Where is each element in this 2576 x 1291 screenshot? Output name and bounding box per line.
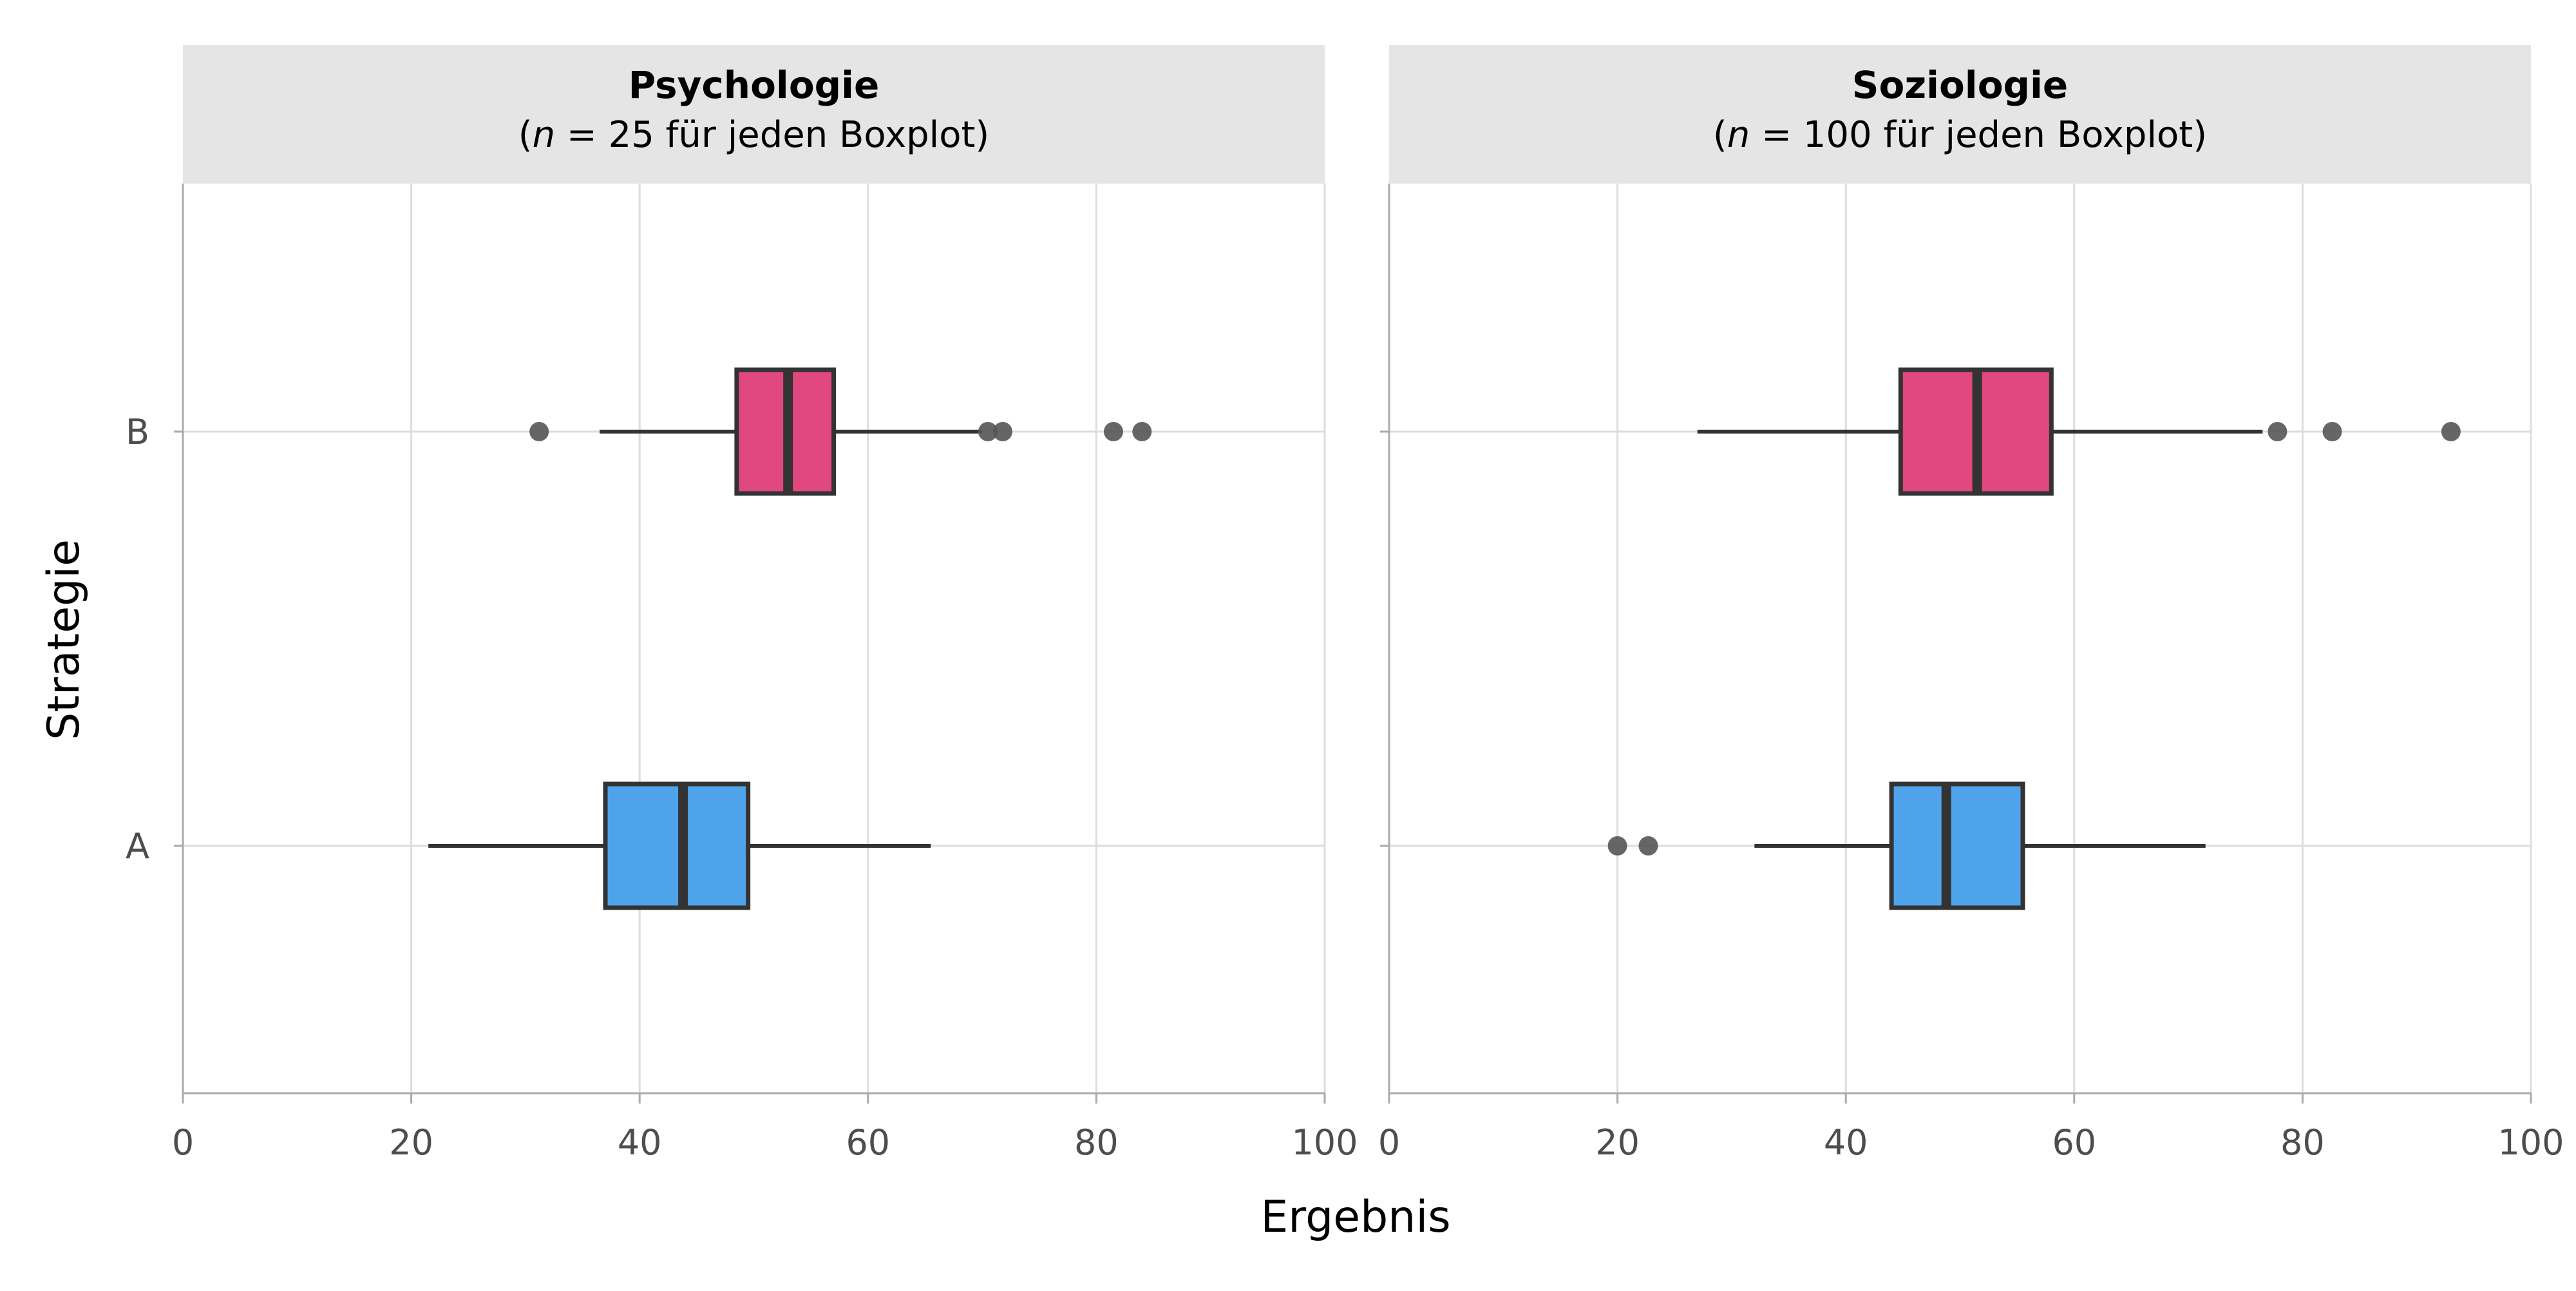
box — [1889, 781, 2025, 910]
outlier-point — [529, 422, 549, 441]
facet-subtitle-part: = 25 für jeden Boxplot) — [555, 114, 989, 156]
facet-subtitle: (n = 100 für jeden Boxplot) — [1713, 114, 2207, 156]
y-tick-label: B — [126, 412, 149, 452]
facet-strip — [1389, 45, 2531, 184]
outlier-point — [978, 422, 998, 441]
facet-subtitle-part: n — [533, 114, 556, 156]
x-tick-label: 100 — [1291, 1122, 1358, 1163]
y-axis-title: Strategie — [39, 539, 90, 740]
y-tick-label: A — [126, 826, 149, 866]
outlier-point — [1638, 836, 1658, 856]
facet-subtitle-part: = 100 für jeden Boxplot) — [1750, 114, 2207, 156]
facet-subtitle-part: ( — [518, 114, 533, 156]
facet-panel-1: Psychologie (n = 25 für jeden Boxplot) 0 20… — [126, 45, 1358, 1163]
boxplot-A — [1607, 781, 2206, 910]
boxplot-A — [428, 781, 931, 910]
x-axis-title: Ergebnis — [1260, 1192, 1450, 1243]
outlier-point — [1103, 422, 1123, 441]
facet-subtitle-part: n — [1727, 114, 1750, 156]
box — [603, 781, 751, 910]
x-tick-label: 80 — [1074, 1122, 1119, 1163]
outlier-point — [1607, 836, 1627, 856]
x-tick-label: 80 — [2280, 1122, 2325, 1163]
x-tick-label: 60 — [846, 1122, 890, 1163]
facet-title: Soziologie — [1852, 63, 2069, 107]
x-tick-label: 40 — [1824, 1122, 1868, 1163]
outlier-point — [2441, 422, 2461, 441]
facet-panel-2: Soziologie (n = 100 für jeden Boxplot) 0 20… — [1378, 45, 2564, 1163]
boxplot-B — [529, 367, 1152, 496]
panels-layer: Psychologie(n = 25 für jeden Boxplot)0 20… — [126, 45, 2564, 1163]
x-tick-label: 60 — [2052, 1122, 2096, 1163]
outlier-point — [2268, 422, 2287, 441]
facet-title: Psychologie — [629, 63, 880, 107]
boxplot-B — [1697, 367, 2461, 496]
outlier-point — [993, 422, 1013, 441]
x-tick-label: 20 — [1595, 1122, 1640, 1163]
x-tick-label: 0 — [1378, 1122, 1400, 1163]
facet-subtitle: (n = 25 für jeden Boxplot) — [518, 114, 990, 156]
x-tick-label: 0 — [172, 1122, 194, 1163]
x-tick-label: 100 — [2497, 1122, 2564, 1163]
outlier-point — [1132, 422, 1152, 441]
facet-strip — [183, 45, 1325, 184]
x-tick-label: 40 — [618, 1122, 662, 1163]
outlier-point — [2322, 422, 2342, 441]
x-tick-label: 20 — [389, 1122, 433, 1163]
facet-subtitle-part: ( — [1713, 114, 1727, 156]
